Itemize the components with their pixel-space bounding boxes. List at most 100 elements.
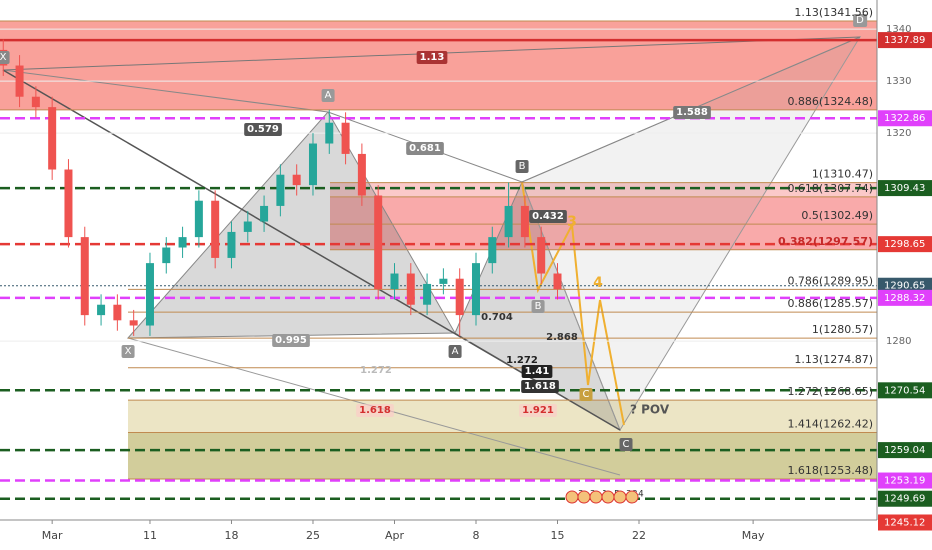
price-tag [878,472,932,489]
price-tag [878,490,932,507]
label-box [529,210,567,223]
label-box [321,89,335,102]
x-tick-label: 18 [224,529,238,542]
candle-body [31,96,40,108]
candle-body [211,200,220,258]
x-tick-label: 22 [632,529,646,542]
candle-body [423,283,432,305]
label-box [356,404,394,417]
candle-body [455,278,464,316]
candle-body [162,247,171,264]
ratio-label: 0.681 [409,143,441,154]
candle-body [537,237,546,274]
candle-body [194,200,203,238]
candle-body [64,169,73,238]
fib-label: 1.618(1253.48) [787,464,873,477]
pov-label: ? POV [630,403,670,417]
label-box [272,334,310,347]
candle-body [178,237,187,248]
ratio-label: 2.868 [546,332,578,343]
event-icon [589,490,603,504]
price-tag-label: 1259.04 [884,445,925,456]
label-box [515,160,529,173]
candle-body [97,304,106,316]
zone [330,182,877,250]
label-box [521,380,559,393]
price-tag-label: 1298.65 [884,239,925,250]
candle-body [374,195,383,290]
price-tag [878,180,932,197]
label-box [673,106,711,119]
candle-body [243,221,252,232]
candle-body [113,304,122,321]
fib-label: 0.886(1285.57) [787,297,873,310]
candle-body [260,205,269,222]
candle-body [15,65,24,97]
candle-body [488,237,497,264]
wave-label: 3 [567,214,577,230]
price-tag [878,514,932,531]
price-tag [878,442,932,459]
candle-body [390,273,399,290]
ratio-label: 1.13 [420,52,445,63]
label-box [519,404,557,417]
candle-body [48,107,57,170]
candle-body [520,205,529,238]
point-label: A [452,346,459,357]
annotations: X A B C D X A B C 3 4 ? POV 1.13 1.588 0… [0,6,873,504]
x-tick-label: Mar [42,529,63,542]
price-tag [878,277,932,294]
label-box [521,365,553,378]
y-tick-label: 1340 [886,24,911,35]
point-label: B [535,301,542,312]
ratio-label: 0.704 [481,312,513,323]
candle-body [145,263,154,326]
zone [128,400,877,480]
price-tag-label: 1290.65 [884,281,925,292]
event-icon [565,490,579,504]
x-tick-label: Apr [385,529,405,542]
candle-body [129,320,138,326]
candle-body [406,273,415,305]
fib-label: 1.272(1268.65) [787,385,873,398]
fib-label: 1(1310.47) [812,168,873,181]
fib-label: 0.618(1307.74) [787,182,873,195]
fib-label: 1.414(1262.42) [787,418,873,431]
y-tick-label: 1320 [886,128,911,139]
candle-body [341,122,350,154]
label-box [853,14,868,27]
price-tag [878,236,932,253]
label-box [0,51,10,64]
price-axis [877,0,932,550]
event-icon [577,490,591,504]
y-tick-label: 1330 [886,76,911,87]
pattern-line [2,69,621,431]
price-tag-label: 1245.12 [884,517,925,528]
price-tag-label: 1337.89 [884,35,925,46]
event-icon [601,490,615,504]
label-box [579,388,593,401]
ratio-label: 1.588 [676,107,708,118]
label-box [448,345,462,358]
ratio-label: 0.579 [247,124,279,135]
price-tag-label: 1253.19 [884,476,925,487]
ratio-label: 1.272 [360,365,392,376]
fib-label: 0.5(1302.49) [801,209,873,222]
price-tag-label: 1322.86 [884,113,925,124]
point-label: D [856,15,864,26]
fib-label: 0.382(1297.57) [778,235,873,248]
fib-label: 1.13(1341.56) [794,6,873,19]
candle-body [439,278,448,284]
x-tick-label: 8 [472,529,479,542]
price-tag-label: 1270.54 [884,385,925,396]
candle-body [504,205,513,238]
ratio-label: 0.995 [275,335,307,346]
x-tick-label: May [742,529,765,542]
zone [330,196,877,250]
wave-line [521,181,625,426]
zone [128,432,877,480]
ratio-label: 1.618 [524,381,556,392]
candle-body [80,237,89,316]
candle-body [553,273,562,290]
